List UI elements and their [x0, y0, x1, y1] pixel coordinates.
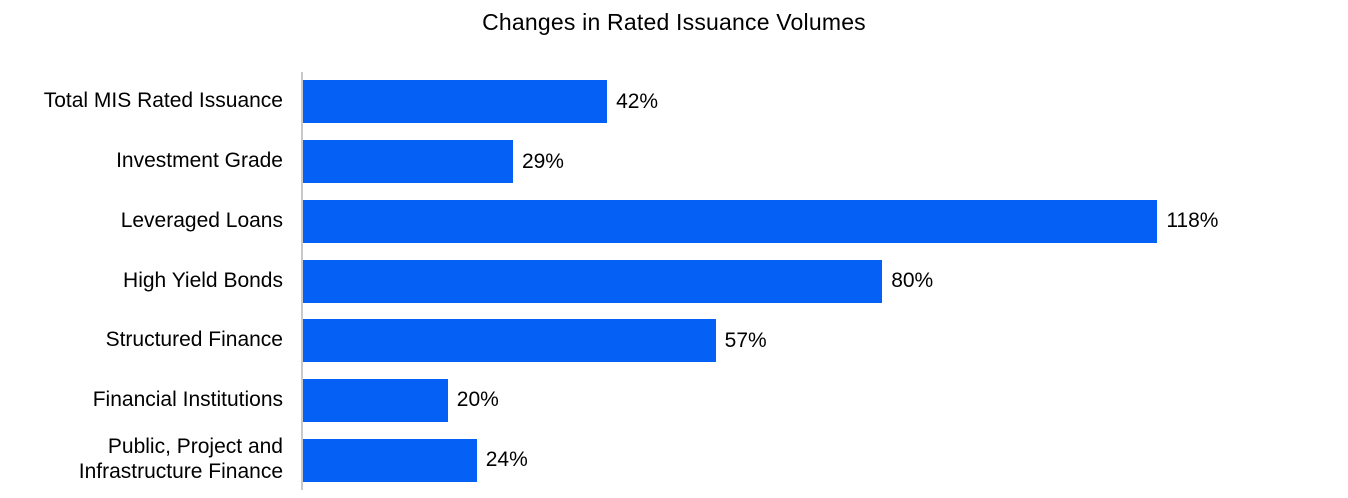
category-label: Investment Grade — [116, 149, 283, 173]
chart-row: Structured Finance 57% — [0, 310, 1348, 371]
value-label: 118% — [1166, 209, 1219, 233]
chart-row: High Yield Bonds 80% — [0, 251, 1348, 311]
bar-track: 24% — [301, 430, 1348, 491]
plot-area: Total MIS Rated Issuance 42% Investment Gr… — [0, 72, 1348, 491]
bar — [303, 199, 1158, 243]
chart-row: Investment Grade 29% — [0, 131, 1348, 192]
value-label: 24% — [485, 448, 528, 472]
value-label: 42% — [616, 89, 659, 113]
chart-row: Total MIS Rated Issuance 42% — [0, 72, 1348, 132]
value-label: 29% — [521, 149, 564, 173]
bar-track: 80% — [301, 251, 1348, 311]
category-label: Leveraged Loans — [120, 208, 283, 232]
bar — [303, 378, 448, 422]
category-label: High Yield Bonds — [123, 268, 283, 292]
value-label: 80% — [891, 269, 934, 293]
bar — [303, 319, 716, 363]
bar — [303, 140, 513, 184]
category-label: Public, Project and Infrastructure Finan… — [78, 435, 283, 484]
bar — [303, 80, 608, 124]
bar — [303, 438, 477, 482]
chart-row: Financial Institutions 20% — [0, 370, 1348, 431]
chart-title: Changes in Rated Issuance Volumes — [482, 9, 866, 35]
category-label: Structured Finance — [105, 328, 283, 352]
chart-row: Leveraged Loans 118% — [0, 191, 1348, 252]
bar — [303, 259, 883, 303]
category-label: Financial Institutions — [92, 388, 283, 412]
chart-row: Public, Project and Infrastructure Finan… — [0, 430, 1348, 491]
category-label: Total MIS Rated Issuance — [43, 89, 283, 113]
bar-track: 42% — [301, 72, 1348, 132]
value-label: 20% — [456, 388, 499, 412]
bar-track: 57% — [301, 310, 1348, 371]
bar-track: 118% — [301, 191, 1348, 252]
bar-track: 29% — [301, 131, 1348, 192]
bar-track: 20% — [301, 370, 1348, 431]
value-label: 57% — [724, 328, 767, 352]
